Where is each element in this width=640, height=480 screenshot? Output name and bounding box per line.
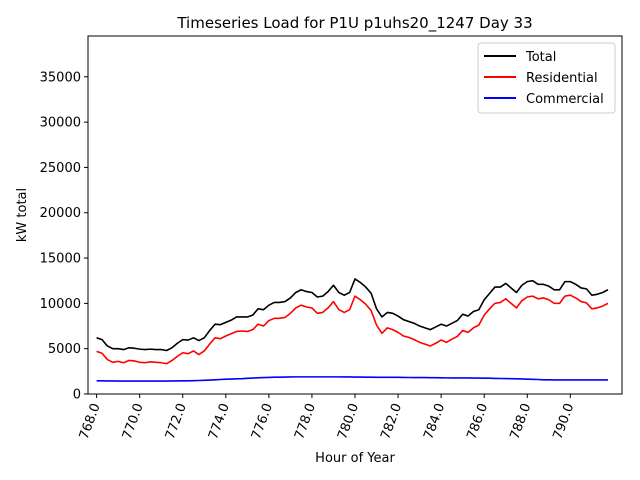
- chart-title: Timeseries Load for P1U p1uhs20_1247 Day…: [176, 14, 532, 33]
- series-line-total: [96, 278, 609, 352]
- x-tick-label: 786.0: [464, 401, 491, 441]
- legend-box: [477, 42, 616, 114]
- legend-label-total: Total: [525, 50, 556, 65]
- x-tick-label: 780.0: [335, 401, 362, 441]
- x-tick-label: 790.0: [551, 401, 578, 441]
- x-tick-label: 768.0: [77, 401, 104, 441]
- x-tick-label: 788.0: [507, 401, 534, 441]
- y-tick-label: 35000: [40, 70, 81, 85]
- x-tick-label: 782.0: [378, 401, 405, 441]
- legend: Total Residential Commercial: [477, 42, 616, 114]
- y-tick-label: 15000: [40, 252, 81, 267]
- x-tick-label: 776.0: [249, 401, 276, 441]
- series-line-residential: [96, 294, 609, 365]
- series-layer: [96, 278, 609, 382]
- y-axis-label: kW total: [15, 188, 30, 242]
- y-tick-label: 25000: [40, 161, 81, 176]
- x-tick-label: 774.0: [206, 401, 233, 441]
- y-tick-label: 0: [73, 388, 81, 403]
- y-tick-label: 30000: [40, 116, 81, 131]
- x-tick-label: 772.0: [163, 401, 190, 441]
- x-axis-label: Hour of Year: [315, 451, 395, 466]
- x-tick-label: 770.0: [120, 401, 147, 441]
- x-tick-label: 784.0: [421, 401, 448, 441]
- legend-label-commercial: Commercial: [526, 92, 604, 107]
- x-tick-label: 778.0: [292, 401, 319, 441]
- plot-frame: [87, 35, 623, 395]
- y-tick-label: 5000: [48, 342, 81, 357]
- y-tick-label: 20000: [40, 206, 81, 221]
- series-line-commercial: [96, 376, 608, 382]
- legend-label-residential: Residential: [526, 71, 598, 86]
- y-tick-label: 10000: [40, 297, 81, 312]
